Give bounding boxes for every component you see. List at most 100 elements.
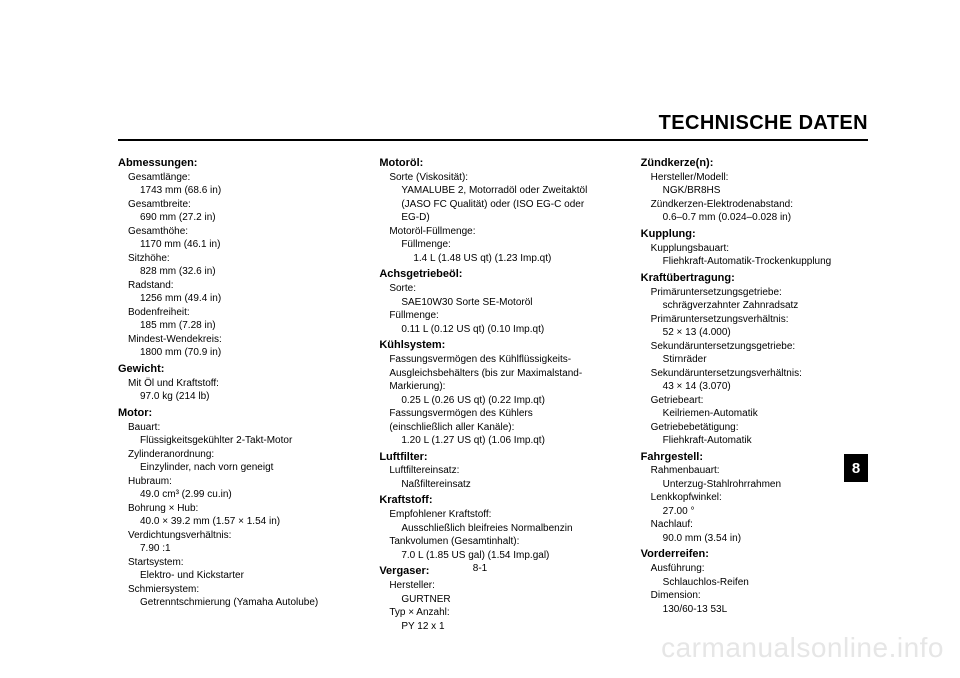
section-heading: Motoröl:: [379, 156, 606, 171]
section-heading: Gewicht:: [118, 362, 345, 377]
spec-label: Motoröl-Füllmenge:: [389, 225, 606, 239]
spec-label: Primäruntersetzungsgetriebe:: [651, 286, 868, 300]
chapter-tab: 8: [844, 454, 868, 482]
section-heading: Luftfilter:: [379, 450, 606, 465]
column-1: Abmessungen: Gesamtlänge: 1743 mm (68.6 …: [118, 154, 345, 633]
spec-value: Naßfiltereinsatz: [401, 478, 606, 492]
spec-value: 1743 mm (68.6 in): [140, 184, 345, 198]
watermark: carmanualsonline.info: [661, 632, 944, 664]
section-heading: Kraftstoff:: [379, 493, 606, 508]
spec-label: Fassungsvermögen des Kühlflüssigkeits-: [389, 353, 606, 367]
column-2: Motoröl: Sorte (Viskosität): YAMALUBE 2,…: [379, 154, 606, 633]
spec-label: Rahmenbauart:: [651, 464, 868, 478]
spec-label: Getriebebetätigung:: [651, 421, 868, 435]
spec-label: Gesamtbreite:: [128, 198, 345, 212]
spec-label: Tankvolumen (Gesamtinhalt):: [389, 535, 606, 549]
spec-label: Sekundäruntersetzungsverhältnis:: [651, 367, 868, 381]
spec-value: Keilriemen-Automatik: [663, 407, 868, 421]
spec-value: 49.0 cm³ (2.99 cu.in): [140, 488, 345, 502]
spec-value: SAE10W30 Sorte SE-Motoröl: [401, 296, 606, 310]
spec-value: PY 12 x 1: [401, 620, 606, 634]
spec-label: Hersteller/Modell:: [651, 171, 868, 185]
spec-value: YAMALUBE 2, Motorradöl oder Zweitaktöl: [401, 184, 606, 198]
section-heading: Kühlsystem:: [379, 338, 606, 353]
section-heading: Zündkerze(n):: [641, 156, 868, 171]
spec-value: Flüssigkeitsgekühlter 2-Takt-Motor: [140, 434, 345, 448]
spec-label: Radstand:: [128, 279, 345, 293]
spec-value: 90.0 mm (3.54 in): [663, 532, 868, 546]
spec-value: 1256 mm (49.4 in): [140, 292, 345, 306]
spec-value: 185 mm (7.28 in): [140, 319, 345, 333]
spec-label: Hersteller:: [389, 579, 606, 593]
spec-value: 828 mm (32.6 in): [140, 265, 345, 279]
page-number: 8-1: [0, 563, 960, 574]
section-heading: Motor:: [118, 406, 345, 421]
spec-label: Hubraum:: [128, 475, 345, 489]
spec-value: Schlauchlos-Reifen: [663, 576, 868, 590]
spec-label: Sorte:: [389, 282, 606, 296]
spec-value: 0.6–0.7 mm (0.024–0.028 in): [663, 211, 868, 225]
spec-label: Sekundäruntersetzungsgetriebe:: [651, 340, 868, 354]
page-header: TECHNISCHE DATEN: [118, 112, 868, 141]
spec-label: Primäruntersetzungsverhältnis:: [651, 313, 868, 327]
spec-value: schrägverzahnter Zahnradsatz: [663, 299, 868, 313]
section-heading: Vorderreifen:: [641, 547, 868, 562]
spec-label: Verdichtungsverhältnis:: [128, 529, 345, 543]
spec-label: Bohrung × Hub:: [128, 502, 345, 516]
spec-label: Füllmenge:: [389, 309, 606, 323]
spec-value: 7.0 L (1.85 US gal) (1.54 Imp.gal): [401, 549, 606, 563]
spec-label: Mit Öl und Kraftstoff:: [128, 377, 345, 391]
section-heading: Achsgetriebeöl:: [379, 267, 606, 282]
spec-value: 43 × 14 (3.070): [663, 380, 868, 394]
spec-label: Dimension:: [651, 589, 868, 603]
spec-value: Fliehkraft-Automatik-Trockenkupplung: [663, 255, 868, 269]
spec-label: Gesamthöhe:: [128, 225, 345, 239]
spec-label: Getriebeart:: [651, 394, 868, 408]
spec-value: 130/60-13 53L: [663, 603, 868, 617]
spec-label: Kupplungsbauart:: [651, 242, 868, 256]
page-title: TECHNISCHE DATEN: [118, 112, 868, 135]
spec-value: 7.90 :1: [140, 542, 345, 556]
spec-sublabel: Füllmenge:: [401, 238, 606, 252]
spec-value: 1800 mm (70.9 in): [140, 346, 345, 360]
spec-value: Unterzug-Stahlrohrrahmen: [663, 478, 868, 492]
spec-label: Fassungsvermögen des Kühlers: [389, 407, 606, 421]
spec-value: 27.00 °: [663, 505, 868, 519]
spec-value: 52 × 13 (4.000): [663, 326, 868, 340]
spec-label: Mindest-Wendekreis:: [128, 333, 345, 347]
spec-value: (JASO FC Qualität) oder (ISO EG-C oder: [401, 198, 606, 212]
spec-value: 1.4 L (1.48 US qt) (1.23 Imp.qt): [413, 252, 606, 266]
spec-label: Bodenfreiheit:: [128, 306, 345, 320]
spec-value: 690 mm (27.2 in): [140, 211, 345, 225]
spec-columns: Abmessungen: Gesamtlänge: 1743 mm (68.6 …: [118, 154, 868, 633]
spec-label: Empfohlener Kraftstoff:: [389, 508, 606, 522]
spec-label: Luftfiltereinsatz:: [389, 464, 606, 478]
manual-page: TECHNISCHE DATEN Abmessungen: Gesamtläng…: [0, 0, 960, 678]
section-heading: Kupplung:: [641, 227, 868, 242]
section-heading: Fahrgestell:: [641, 450, 868, 465]
spec-value: NGK/BR8HS: [663, 184, 868, 198]
title-rule: [118, 139, 868, 141]
spec-value: Stirnräder: [663, 353, 868, 367]
spec-value: EG-D): [401, 211, 606, 225]
section-heading: Abmessungen:: [118, 156, 345, 171]
section-heading: Kraftübertragung:: [641, 271, 868, 286]
column-3: Zündkerze(n): Hersteller/Modell: NGK/BR8…: [641, 154, 868, 633]
spec-value: 1170 mm (46.1 in): [140, 238, 345, 252]
spec-label: Schmiersystem:: [128, 583, 345, 597]
spec-value: 40.0 × 39.2 mm (1.57 × 1.54 in): [140, 515, 345, 529]
spec-value: 0.11 L (0.12 US qt) (0.10 Imp.qt): [401, 323, 606, 337]
spec-label: Typ × Anzahl:: [389, 606, 606, 620]
spec-value: 1.20 L (1.27 US qt) (1.06 Imp.qt): [401, 434, 606, 448]
spec-label: Zylinderanordnung:: [128, 448, 345, 462]
spec-label: Bauart:: [128, 421, 345, 435]
spec-label: (einschließlich aller Kanäle):: [389, 421, 606, 435]
spec-value: 97.0 kg (214 lb): [140, 390, 345, 404]
spec-label: Zündkerzen-Elektrodenabstand:: [651, 198, 868, 212]
spec-value: 0.25 L (0.26 US qt) (0.22 Imp.qt): [401, 394, 606, 408]
spec-label: Gesamtlänge:: [128, 171, 345, 185]
spec-value: Fliehkraft-Automatik: [663, 434, 868, 448]
spec-value: GURTNER: [401, 593, 606, 607]
spec-label: Nachlauf:: [651, 518, 868, 532]
spec-value: Einzylinder, nach vorn geneigt: [140, 461, 345, 475]
